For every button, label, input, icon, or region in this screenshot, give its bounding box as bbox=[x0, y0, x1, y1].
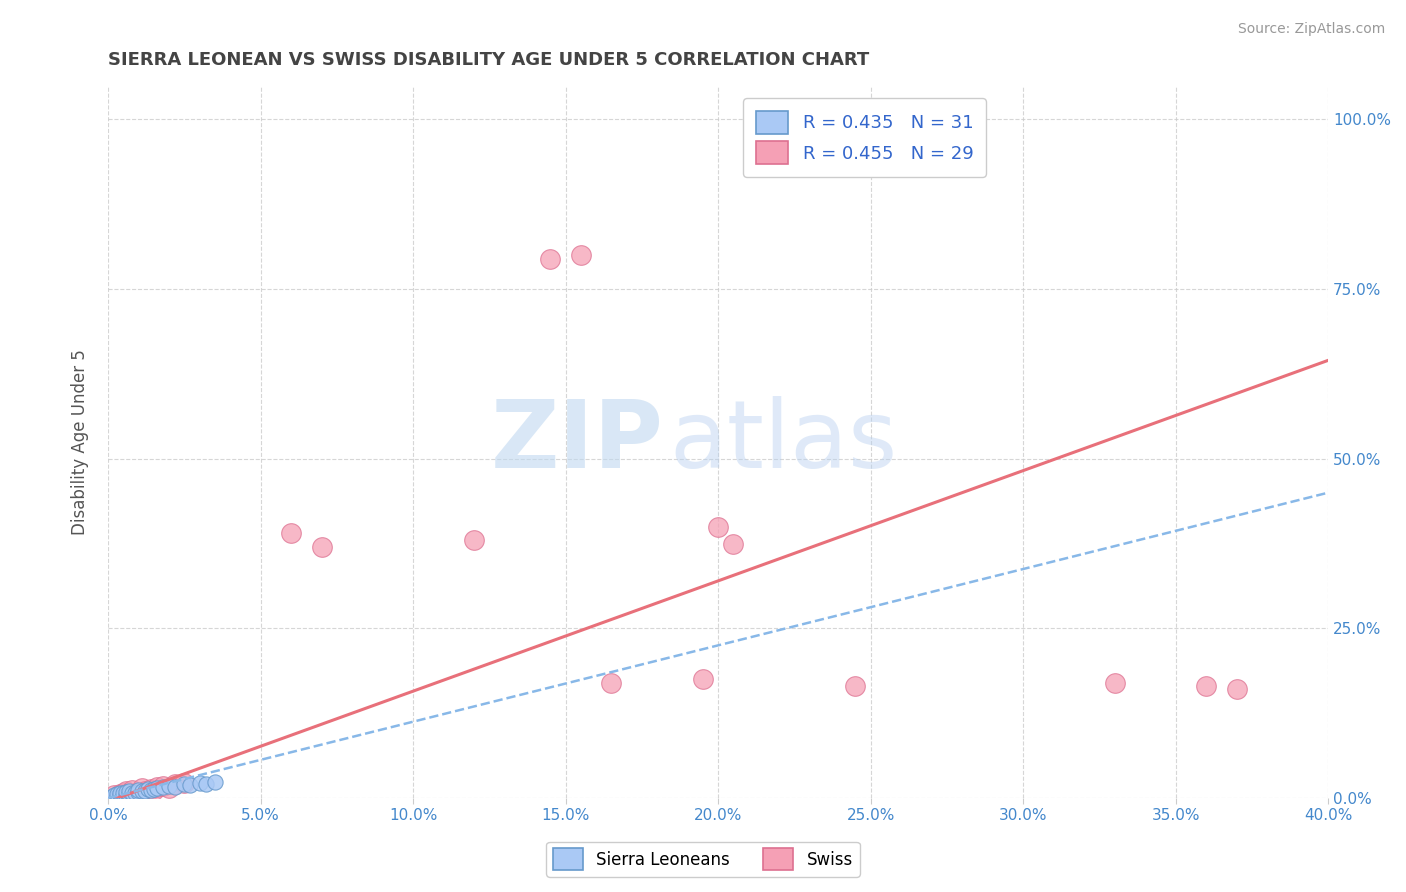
Point bbox=[707, 519, 730, 533]
Point bbox=[136, 782, 159, 797]
Point bbox=[1104, 675, 1126, 690]
Point bbox=[115, 784, 138, 798]
Point bbox=[146, 780, 169, 795]
Point bbox=[188, 776, 211, 790]
Point bbox=[121, 783, 143, 797]
Point bbox=[105, 789, 128, 804]
Point bbox=[723, 536, 745, 550]
Point bbox=[152, 779, 174, 793]
Point bbox=[152, 780, 174, 795]
Point bbox=[165, 780, 187, 794]
Point bbox=[103, 789, 125, 803]
Point bbox=[157, 779, 180, 793]
Point bbox=[112, 786, 135, 800]
Point bbox=[569, 248, 592, 262]
Point bbox=[204, 774, 226, 789]
Point bbox=[112, 786, 135, 800]
Point bbox=[142, 781, 165, 796]
Point bbox=[463, 533, 485, 548]
Point bbox=[115, 785, 138, 799]
Point bbox=[142, 783, 165, 797]
Point bbox=[103, 788, 125, 802]
Text: ZIP: ZIP bbox=[491, 396, 664, 488]
Text: SIERRA LEONEAN VS SWISS DISABILITY AGE UNDER 5 CORRELATION CHART: SIERRA LEONEAN VS SWISS DISABILITY AGE U… bbox=[108, 51, 869, 69]
Point bbox=[105, 787, 128, 801]
Point bbox=[146, 780, 169, 795]
Point bbox=[139, 783, 162, 797]
Point bbox=[157, 780, 180, 795]
Text: Source: ZipAtlas.com: Source: ZipAtlas.com bbox=[1237, 22, 1385, 37]
Point bbox=[692, 673, 714, 687]
Point bbox=[1226, 682, 1249, 697]
Point bbox=[165, 777, 187, 791]
Point bbox=[311, 540, 333, 554]
Y-axis label: Disability Age Under 5: Disability Age Under 5 bbox=[72, 349, 89, 534]
Point bbox=[134, 784, 156, 798]
Point bbox=[115, 788, 138, 802]
Point bbox=[100, 790, 122, 805]
Point bbox=[134, 783, 156, 797]
Point bbox=[139, 781, 162, 796]
Legend: R = 0.435   N = 31, R = 0.455   N = 29: R = 0.435 N = 31, R = 0.455 N = 29 bbox=[742, 98, 986, 177]
Point bbox=[112, 789, 135, 803]
Point bbox=[108, 787, 131, 801]
Text: atlas: atlas bbox=[669, 396, 897, 488]
Point bbox=[118, 788, 141, 802]
Point bbox=[194, 777, 217, 791]
Point bbox=[173, 776, 195, 790]
Point bbox=[131, 780, 153, 795]
Point bbox=[118, 784, 141, 798]
Point bbox=[128, 783, 150, 797]
Point bbox=[1195, 679, 1218, 693]
Point bbox=[173, 777, 195, 791]
Point bbox=[844, 679, 866, 693]
Legend: Sierra Leoneans, Swiss: Sierra Leoneans, Swiss bbox=[547, 842, 859, 877]
Point bbox=[121, 786, 143, 800]
Point bbox=[108, 786, 131, 800]
Point bbox=[179, 778, 201, 792]
Point bbox=[103, 789, 125, 803]
Point bbox=[108, 789, 131, 803]
Point bbox=[280, 526, 302, 541]
Point bbox=[128, 786, 150, 800]
Point bbox=[124, 786, 146, 800]
Point bbox=[118, 787, 141, 801]
Point bbox=[538, 252, 561, 266]
Point bbox=[600, 675, 623, 690]
Point bbox=[131, 784, 153, 798]
Point bbox=[128, 785, 150, 799]
